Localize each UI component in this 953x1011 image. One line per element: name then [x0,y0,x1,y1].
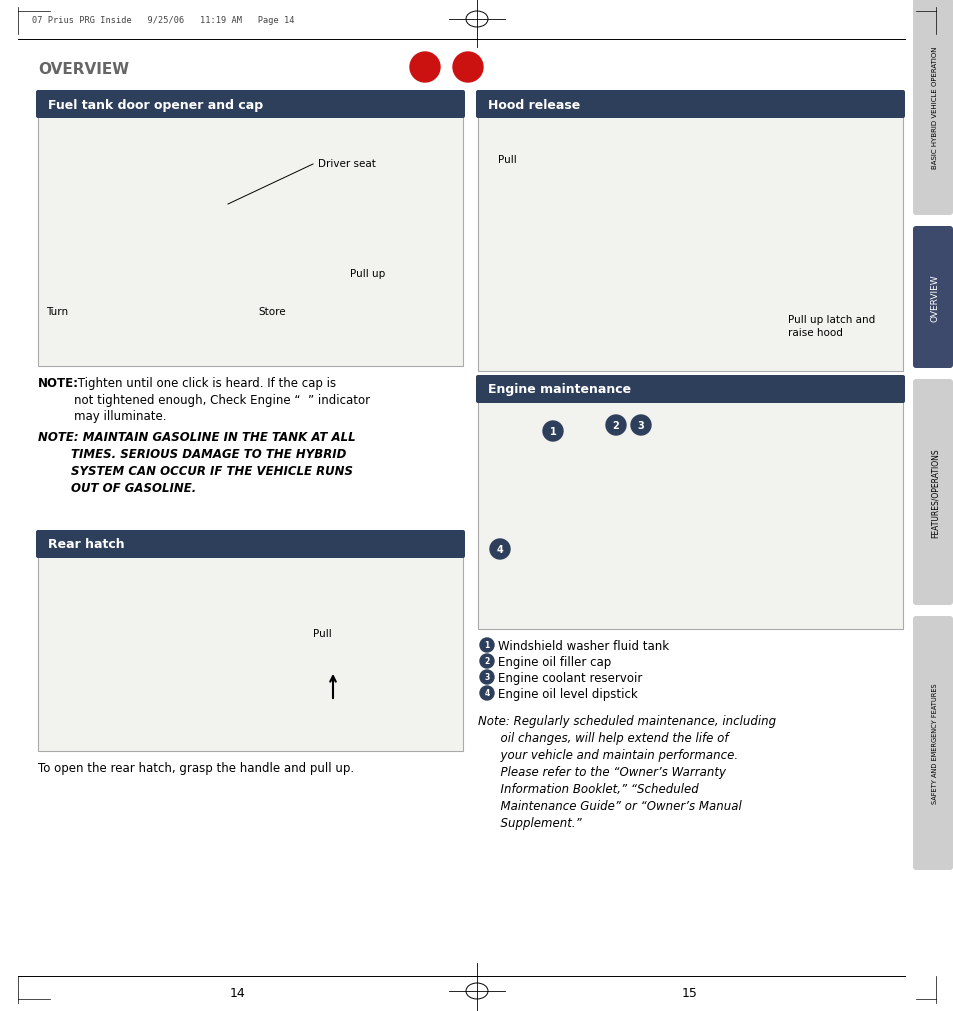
Text: To open the rear hatch, grasp the handle and pull up.: To open the rear hatch, grasp the handle… [38,761,354,774]
Circle shape [479,686,494,701]
Text: 1: 1 [484,641,489,650]
Circle shape [490,540,510,559]
FancyBboxPatch shape [912,379,952,606]
Text: Windshield washer fluid tank: Windshield washer fluid tank [497,639,668,652]
Ellipse shape [410,53,439,83]
Text: Pull up: Pull up [350,269,385,279]
Text: Hood release: Hood release [488,98,579,111]
Text: 2: 2 [612,421,618,431]
Circle shape [542,422,562,442]
Text: Note: Regularly scheduled maintenance, including
      oil changes, will help ex: Note: Regularly scheduled maintenance, i… [477,715,776,829]
Text: Engine oil level dipstick: Engine oil level dipstick [497,687,638,701]
Text: FEATURES/OPERATIONS: FEATURES/OPERATIONS [929,448,939,537]
Text: Tighten until one click is heard. If the cap is
not tightened enough, Check Engi: Tighten until one click is heard. If the… [74,377,370,423]
Text: Fuel tank door opener and cap: Fuel tank door opener and cap [48,98,263,111]
FancyBboxPatch shape [912,226,952,369]
FancyBboxPatch shape [476,376,904,403]
Text: 3: 3 [484,673,489,681]
Text: 07 Prius PRG Inside   9/25/06   11:19 AM   Page 14: 07 Prius PRG Inside 9/25/06 11:19 AM Pag… [32,16,294,25]
Bar [38,556,462,751]
Text: Pull up latch and
raise hood: Pull up latch and raise hood [787,314,874,338]
Text: OVERVIEW: OVERVIEW [929,274,939,321]
Bar [477,117,902,372]
Text: Engine maintenance: Engine maintenance [488,383,631,396]
Text: 3: 3 [637,421,643,431]
Bar [38,117,462,367]
Text: OVERVIEW: OVERVIEW [38,62,129,77]
Circle shape [479,654,494,668]
Text: BASIC HYBRID VEHICLE OPERATION: BASIC HYBRID VEHICLE OPERATION [931,47,937,169]
Ellipse shape [453,53,482,83]
Text: 1: 1 [549,427,556,437]
Bar [477,401,902,630]
Text: 4: 4 [484,688,489,698]
FancyBboxPatch shape [476,91,904,119]
Text: Pull: Pull [313,629,332,638]
Text: 14: 14 [230,987,246,1000]
Text: 2: 2 [484,657,489,666]
Text: NOTE:: NOTE: [38,377,79,389]
Text: 15: 15 [681,987,698,1000]
Text: Rear hatch: Rear hatch [48,538,125,551]
Text: SAFETY AND EMERGENCY FEATURES: SAFETY AND EMERGENCY FEATURES [931,683,937,804]
Text: Driver seat: Driver seat [317,159,375,169]
Circle shape [605,416,625,436]
Text: Store: Store [257,306,285,316]
Text: NOTE: MAINTAIN GASOLINE IN THE TANK AT ALL
        TIMES. SERIOUS DAMAGE TO THE : NOTE: MAINTAIN GASOLINE IN THE TANK AT A… [38,431,355,494]
Text: Engine coolant reservoir: Engine coolant reservoir [497,671,641,684]
FancyBboxPatch shape [912,617,952,870]
FancyBboxPatch shape [36,91,464,119]
Text: 4: 4 [497,545,503,554]
FancyBboxPatch shape [912,0,952,215]
Text: Turn: Turn [46,306,68,316]
Circle shape [630,416,650,436]
Circle shape [479,638,494,652]
Text: Pull: Pull [497,155,517,165]
Text: Engine oil filler cap: Engine oil filler cap [497,655,611,668]
FancyBboxPatch shape [36,531,464,558]
Circle shape [479,670,494,684]
